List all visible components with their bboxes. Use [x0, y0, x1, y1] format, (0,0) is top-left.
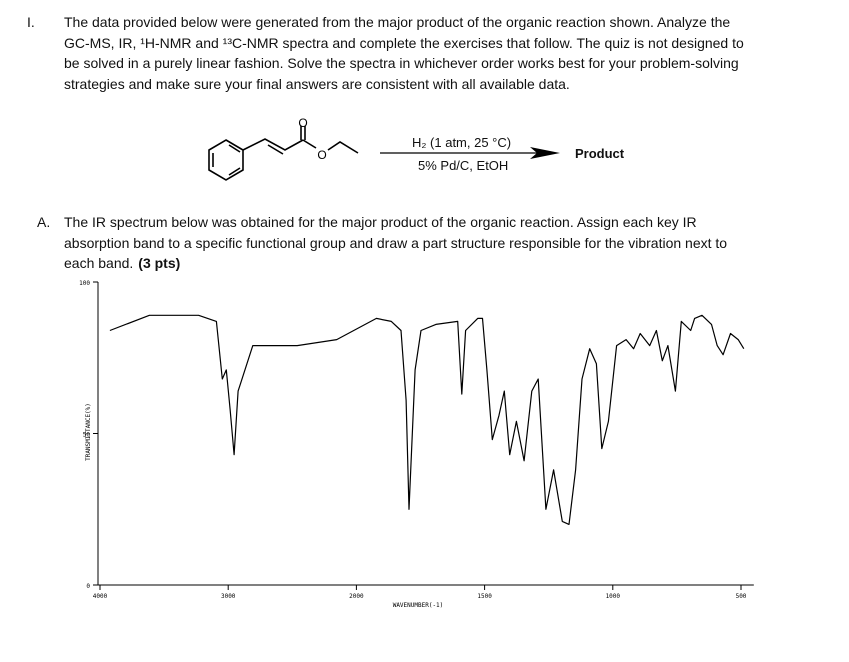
oxygen-label: O: [317, 148, 326, 162]
conditions: 5% Pd/C, EtOH: [418, 158, 509, 173]
y-tick-label: 0: [86, 583, 90, 590]
text-line: each band.: [64, 255, 134, 271]
text-line: The data provided below were generated f…: [64, 14, 731, 30]
bond: [228, 144, 241, 153]
oxygen-label: O: [298, 116, 307, 130]
text-line: be solved in a purely linear fashion. So…: [64, 55, 739, 71]
x-axis-label: WAVENUMBER(-1): [393, 602, 444, 609]
spectrum-trace: [109, 314, 745, 525]
x-tick-label: 2000: [349, 593, 364, 600]
part-letter: A.: [37, 214, 51, 230]
question-number: I.: [27, 14, 35, 30]
x-tick-label: 1500: [477, 593, 492, 600]
bond: [228, 167, 241, 176]
text-line: strategies and make sure your final answ…: [64, 75, 570, 92]
conditions: H₂ (1 atm, 25 °C): [412, 135, 512, 150]
text-line: GC-MS, IR, ¹H-NMR and ¹³C-NMR spectra an…: [64, 34, 744, 51]
points: (3 pts): [138, 255, 181, 271]
text-line: The IR spectrum below was obtained for t…: [64, 214, 697, 230]
bond: [302, 139, 317, 149]
ethyl: [327, 141, 359, 154]
x-tick-label: 3000: [221, 593, 236, 600]
arrow-head: [530, 147, 560, 159]
product-label: Product: [575, 146, 625, 161]
y-tick-label: 100: [79, 280, 90, 287]
text-line: absorption band to a specific functional…: [64, 234, 728, 251]
y-tick-label: 50: [83, 432, 91, 439]
chain: [242, 138, 304, 151]
x-tick-label: 500: [736, 593, 747, 600]
y-axis-label: TRANSMITTANCE(%): [85, 403, 92, 461]
x-tick-label: 1000: [606, 593, 621, 600]
x-tick-label: 4000: [93, 593, 108, 600]
double-bond: [267, 144, 284, 155]
structure: [208, 126, 540, 181]
